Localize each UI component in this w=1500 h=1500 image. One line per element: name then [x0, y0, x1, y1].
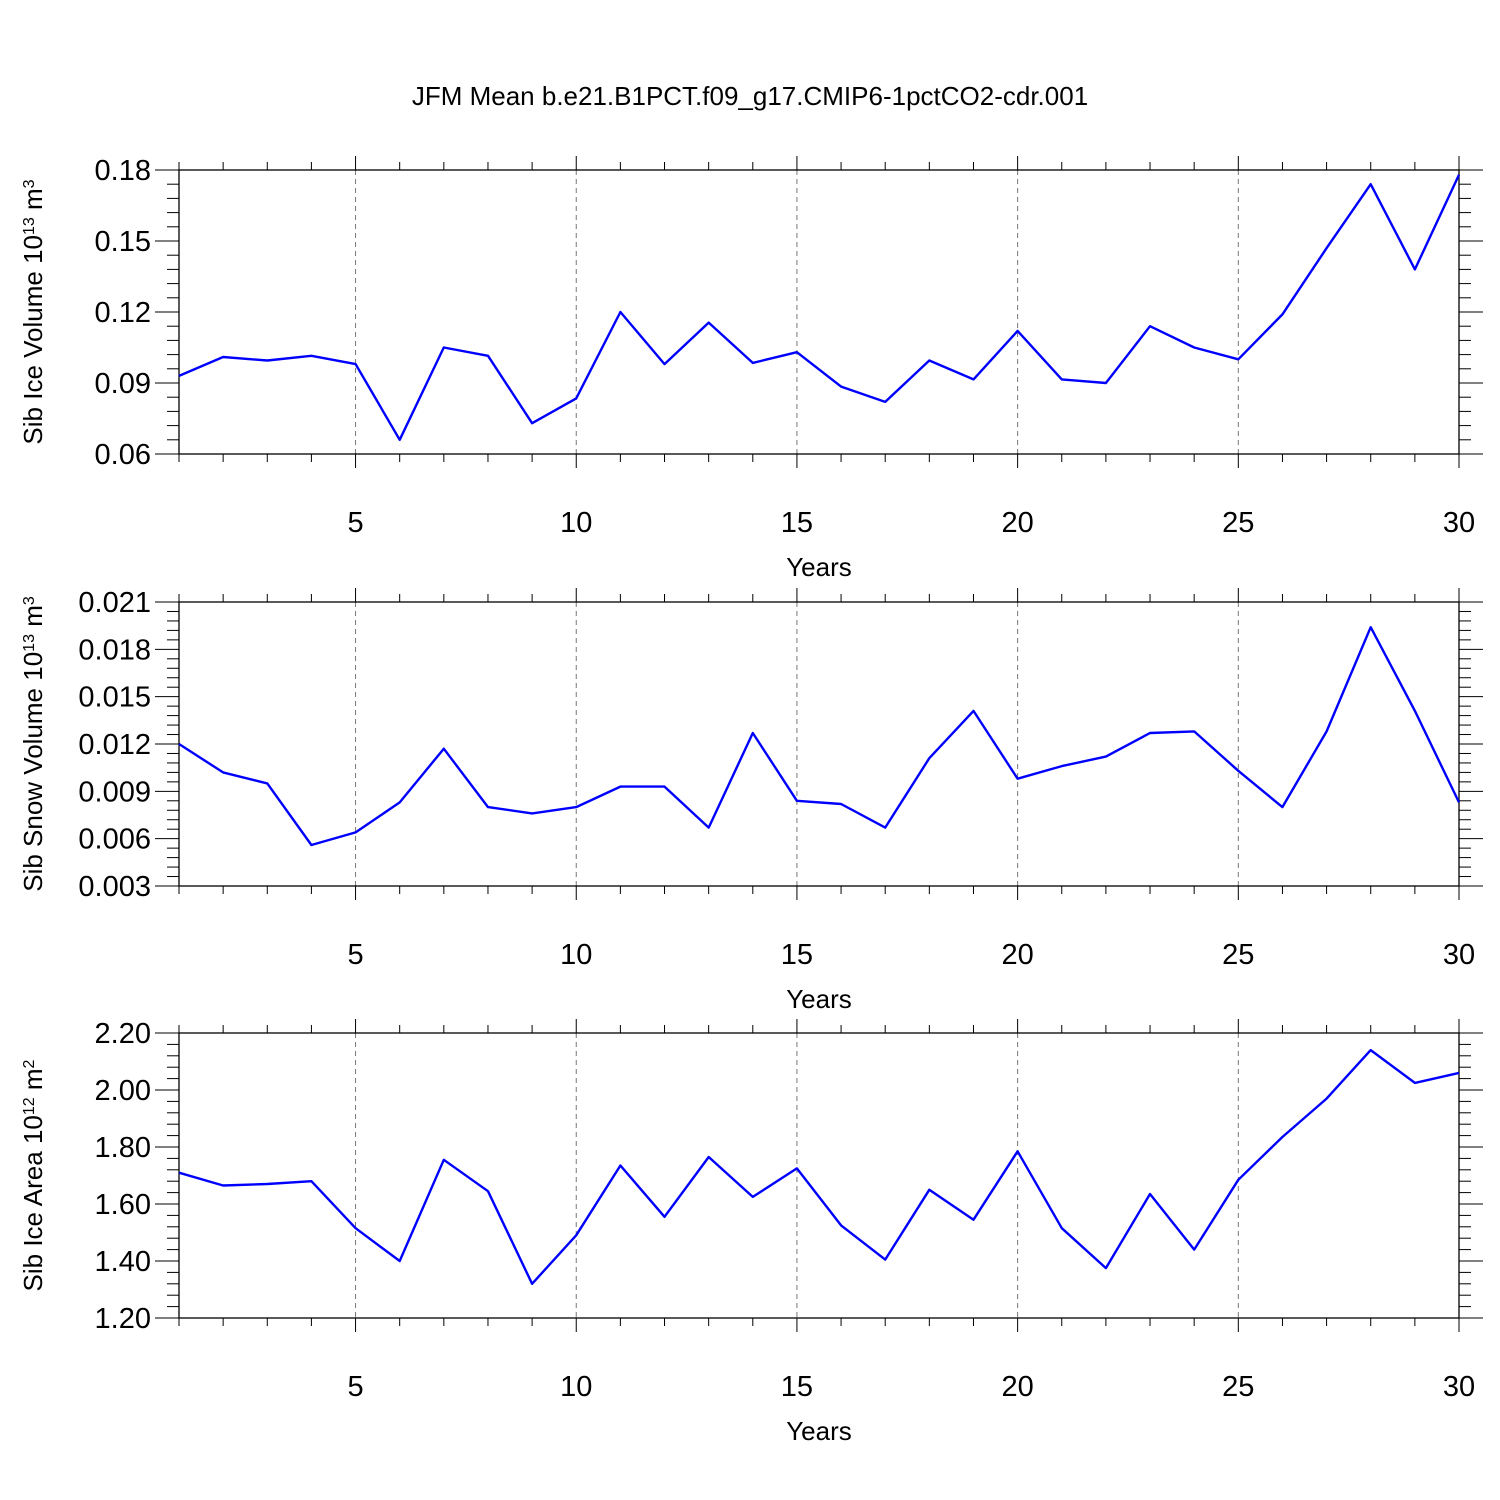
y-tick-label: 0.015: [78, 682, 151, 714]
x-tick-label: 25: [1222, 507, 1254, 539]
y-tick-label: 2.00: [95, 1075, 151, 1107]
y-tick-label: 0.006: [78, 824, 151, 856]
x-tick-label: 20: [1001, 507, 1033, 539]
y-axis-label: Sib Snow Volume 1013 m3: [18, 596, 48, 892]
y-tick-label: 0.012: [78, 729, 151, 761]
y-tick-label: 0.009: [78, 776, 151, 808]
x-axis-label: Years: [786, 1416, 852, 1446]
x-tick-label: 25: [1222, 1371, 1254, 1403]
y-tick-label: 0.18: [95, 155, 151, 187]
x-tick-label: 25: [1222, 939, 1254, 971]
x-tick-label: 10: [560, 939, 592, 971]
y-tick-label: 0.09: [95, 368, 151, 400]
panel-3: 5 10 15 20 25 30 1.20 1.40 1.60 1.80 2.00 2.20 Years…: [18, 1018, 1483, 1446]
y-tick-label: 1.60: [95, 1189, 151, 1221]
x-tick-label: 30: [1443, 1371, 1475, 1403]
x-tick-label: 30: [1443, 507, 1475, 539]
y-tick-label: 0.15: [95, 226, 151, 258]
series-line: [178, 174, 1461, 441]
plot-frame: [178, 601, 1460, 887]
y-tick-label: 0.12: [95, 297, 151, 329]
x-tick-label: 5: [347, 939, 363, 971]
series-line: [178, 626, 1461, 847]
plot-frame: [178, 169, 1460, 455]
panel-2: 5 10 15 20 25 30 0.003 0.006 0.009 0.012 0.015 0.01…: [18, 587, 1483, 1014]
y-tick-label: 2.20: [95, 1018, 151, 1050]
series-line: [178, 1048, 1460, 1286]
panel-1: 5 10 15 20 25 30 0.06 0.09 0.12 0.15 0.18 Years Sib …: [18, 155, 1483, 582]
y-tick-label: 0.003: [78, 871, 151, 903]
y-axis-label: Sib Ice Area 1012 m2: [18, 1059, 48, 1291]
y-axis-label: Sib Ice Volume 1013 m3: [18, 179, 48, 444]
y-tick-label: 0.021: [78, 587, 151, 619]
y-tick-label: 0.06: [95, 439, 151, 471]
x-tick-label: 20: [1001, 1371, 1033, 1403]
y-tick-label: 1.40: [95, 1246, 151, 1278]
x-tick-label: 20: [1001, 939, 1033, 971]
x-axis-label: Years: [786, 552, 852, 582]
x-tick-label: 15: [781, 1371, 813, 1403]
y-tick-label: 1.80: [95, 1132, 151, 1164]
plot-frame: [178, 1032, 1460, 1319]
x-tick-label: 15: [781, 507, 813, 539]
y-tick-label: 1.20: [95, 1303, 151, 1335]
x-tick-label: 30: [1443, 939, 1475, 971]
x-tick-label: 5: [347, 1371, 363, 1403]
x-tick-label: 15: [781, 939, 813, 971]
figure-title: JFM Mean b.e21.B1PCT.f09_g17.CMIP6-1pctC…: [412, 81, 1088, 111]
x-tick-label: 10: [560, 507, 592, 539]
y-tick-label: 0.018: [78, 634, 151, 666]
x-tick-label: 10: [560, 1371, 592, 1403]
x-axis-label: Years: [786, 984, 852, 1014]
x-tick-label: 5: [347, 507, 363, 539]
